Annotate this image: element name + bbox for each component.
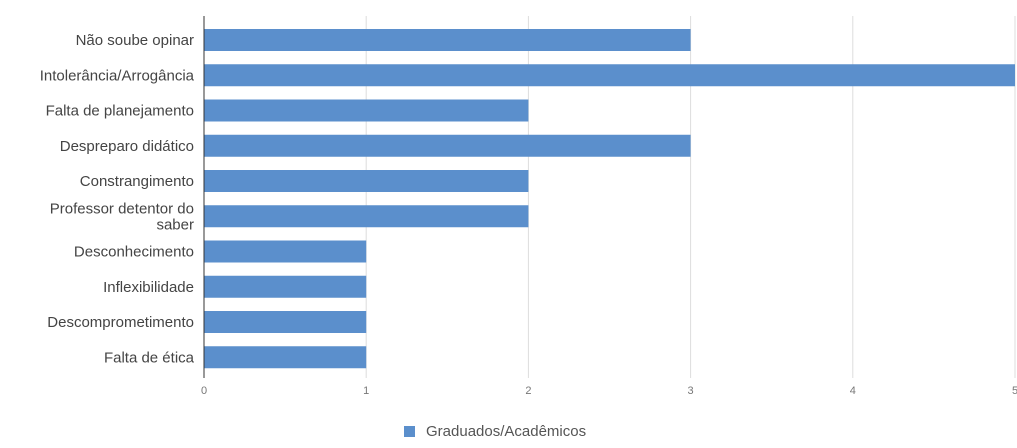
category-label: Não soube opinar bbox=[76, 32, 194, 49]
bars bbox=[204, 29, 1015, 369]
category-labels: Não soube opinar Intolerância/Arrogância F… bbox=[40, 32, 195, 366]
legend-label: Graduados/Acadêmicos bbox=[426, 423, 586, 440]
x-tick-label: 4 bbox=[850, 385, 856, 397]
category-label: Desconhecimento bbox=[74, 244, 194, 261]
x-tick-label: 5 bbox=[1012, 385, 1017, 397]
bar bbox=[204, 240, 367, 263]
x-tick-label: 3 bbox=[688, 385, 694, 397]
bar bbox=[204, 205, 529, 228]
bar bbox=[204, 170, 529, 192]
legend: Graduados/Acadêmicos bbox=[404, 423, 586, 440]
x-tick-label: 2 bbox=[525, 385, 531, 397]
bar bbox=[204, 99, 529, 122]
x-tick-labels: 0 1 2 3 4 5 bbox=[201, 385, 1017, 397]
bar bbox=[204, 29, 691, 51]
category-label: Descomprometimento bbox=[47, 314, 194, 331]
category-label: Falta de ética bbox=[104, 349, 195, 366]
category-label: Despreparo didático bbox=[60, 138, 194, 155]
bar bbox=[204, 64, 1015, 87]
category-label: Professor detentor do saber bbox=[50, 200, 194, 233]
bar bbox=[204, 311, 367, 333]
bar bbox=[204, 134, 691, 157]
legend-swatch bbox=[404, 426, 415, 437]
category-label: Inflexibilidade bbox=[103, 279, 194, 296]
category-label: Falta de planejamento bbox=[46, 103, 194, 120]
x-tick-label: 0 bbox=[201, 385, 207, 397]
bar bbox=[204, 346, 367, 369]
category-label: Intolerância/Arrogância bbox=[40, 67, 195, 84]
x-tick-label: 1 bbox=[363, 385, 369, 397]
category-label: Constrangimento bbox=[80, 173, 194, 190]
bar bbox=[204, 275, 367, 298]
